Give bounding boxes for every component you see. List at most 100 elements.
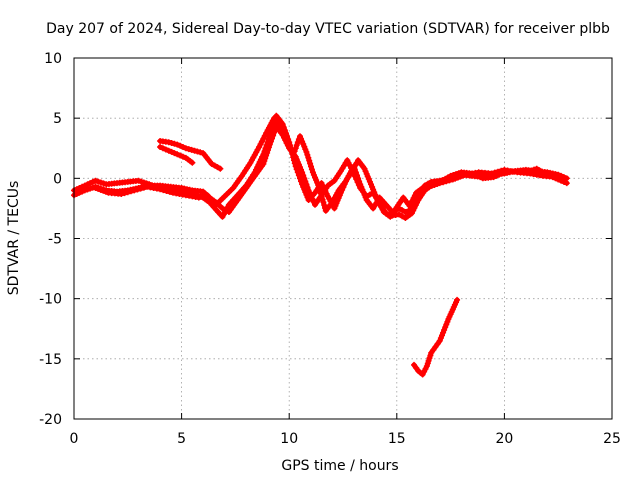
data-point xyxy=(318,193,325,200)
data-point xyxy=(182,145,189,152)
data-point xyxy=(436,180,443,187)
data-point xyxy=(198,193,205,200)
data-point xyxy=(306,157,313,164)
data-point xyxy=(124,189,131,196)
data-point xyxy=(165,147,172,154)
data-point xyxy=(269,135,275,142)
data-point xyxy=(270,132,277,139)
data-point xyxy=(195,194,202,201)
chart-title: Day 207 of 2024, Sidereal Day-to-day VTE… xyxy=(46,21,610,37)
data-point xyxy=(201,193,208,199)
data-point xyxy=(266,141,273,148)
data-point xyxy=(317,190,324,197)
data-point xyxy=(87,180,94,187)
data-point xyxy=(363,193,370,200)
data-point xyxy=(282,136,289,143)
series-track-main-a xyxy=(71,112,570,220)
data-point xyxy=(168,148,175,155)
data-point xyxy=(260,160,267,167)
data-layer xyxy=(71,112,570,378)
data-point xyxy=(171,140,178,147)
data-point xyxy=(194,148,201,155)
x-tick-label: 0 xyxy=(70,431,79,447)
y-tick-label: -5 xyxy=(48,232,62,248)
data-point xyxy=(157,144,164,150)
grid-layer xyxy=(74,58,612,419)
data-point xyxy=(264,149,271,156)
x-tick-label: 15 xyxy=(388,431,406,447)
data-point xyxy=(73,191,80,197)
data-point xyxy=(162,146,169,153)
data-point xyxy=(303,148,310,155)
data-point xyxy=(191,147,198,154)
series-track-main-c xyxy=(92,115,568,220)
data-point xyxy=(168,140,175,146)
y-tick-label: -15 xyxy=(39,352,62,368)
data-point xyxy=(294,139,301,146)
data-point xyxy=(308,166,315,173)
data-point xyxy=(443,178,450,185)
data-point xyxy=(140,184,147,191)
data-point xyxy=(292,145,299,152)
data-point xyxy=(305,154,312,161)
data-point xyxy=(265,147,271,154)
y-tick-label: -10 xyxy=(39,292,62,308)
data-point xyxy=(491,169,498,176)
data-point xyxy=(174,141,181,148)
data-point xyxy=(291,148,298,155)
data-point xyxy=(302,178,309,185)
data-point xyxy=(440,179,447,186)
series-line xyxy=(411,297,460,377)
data-point xyxy=(304,151,311,158)
data-point xyxy=(399,213,406,220)
data-point xyxy=(177,142,184,149)
data-point xyxy=(307,160,314,167)
data-point xyxy=(290,151,297,158)
data-point xyxy=(171,150,178,157)
data-point xyxy=(157,186,164,193)
data-point xyxy=(319,196,326,203)
data-point xyxy=(128,188,134,195)
data-point xyxy=(134,186,141,193)
data-point xyxy=(267,138,274,145)
data-point xyxy=(454,296,461,303)
data-point xyxy=(301,175,308,182)
data-point xyxy=(300,172,307,179)
data-point xyxy=(180,153,186,160)
data-point xyxy=(317,187,324,194)
y-tick-label: -20 xyxy=(39,412,62,428)
data-point xyxy=(366,191,373,198)
data-point xyxy=(137,185,144,192)
data-point xyxy=(303,181,310,188)
tick-layer: 0 5 10 15 20 25 -20 -15 -10 -5 0 5 10 xyxy=(39,51,621,447)
data-point xyxy=(320,199,327,206)
x-tick-label: 20 xyxy=(495,431,513,447)
data-point xyxy=(299,169,306,176)
y-tick-label: 10 xyxy=(44,51,62,67)
data-point xyxy=(304,184,311,191)
data-point xyxy=(399,207,406,214)
data-point xyxy=(121,190,128,197)
data-point xyxy=(188,146,195,153)
plot-frame xyxy=(73,57,613,420)
y-axis-label: SDTVAR / TECUs xyxy=(6,181,22,296)
data-point xyxy=(219,205,226,212)
data-point xyxy=(174,151,181,158)
data-point xyxy=(561,178,568,185)
data-point xyxy=(498,167,505,174)
data-point xyxy=(321,202,328,209)
data-point xyxy=(262,155,269,162)
data-point xyxy=(488,170,495,177)
data-point xyxy=(165,139,172,146)
x-tick-label: 25 xyxy=(603,431,621,447)
data-point xyxy=(308,163,314,170)
data-point xyxy=(441,327,448,333)
data-point xyxy=(410,207,417,214)
series-track-upper-a xyxy=(157,138,224,172)
data-point xyxy=(217,165,224,172)
data-point xyxy=(160,187,167,194)
series-track-upper-b xyxy=(157,144,196,166)
data-point xyxy=(293,142,300,149)
data-point xyxy=(87,185,94,192)
data-point xyxy=(163,188,170,194)
